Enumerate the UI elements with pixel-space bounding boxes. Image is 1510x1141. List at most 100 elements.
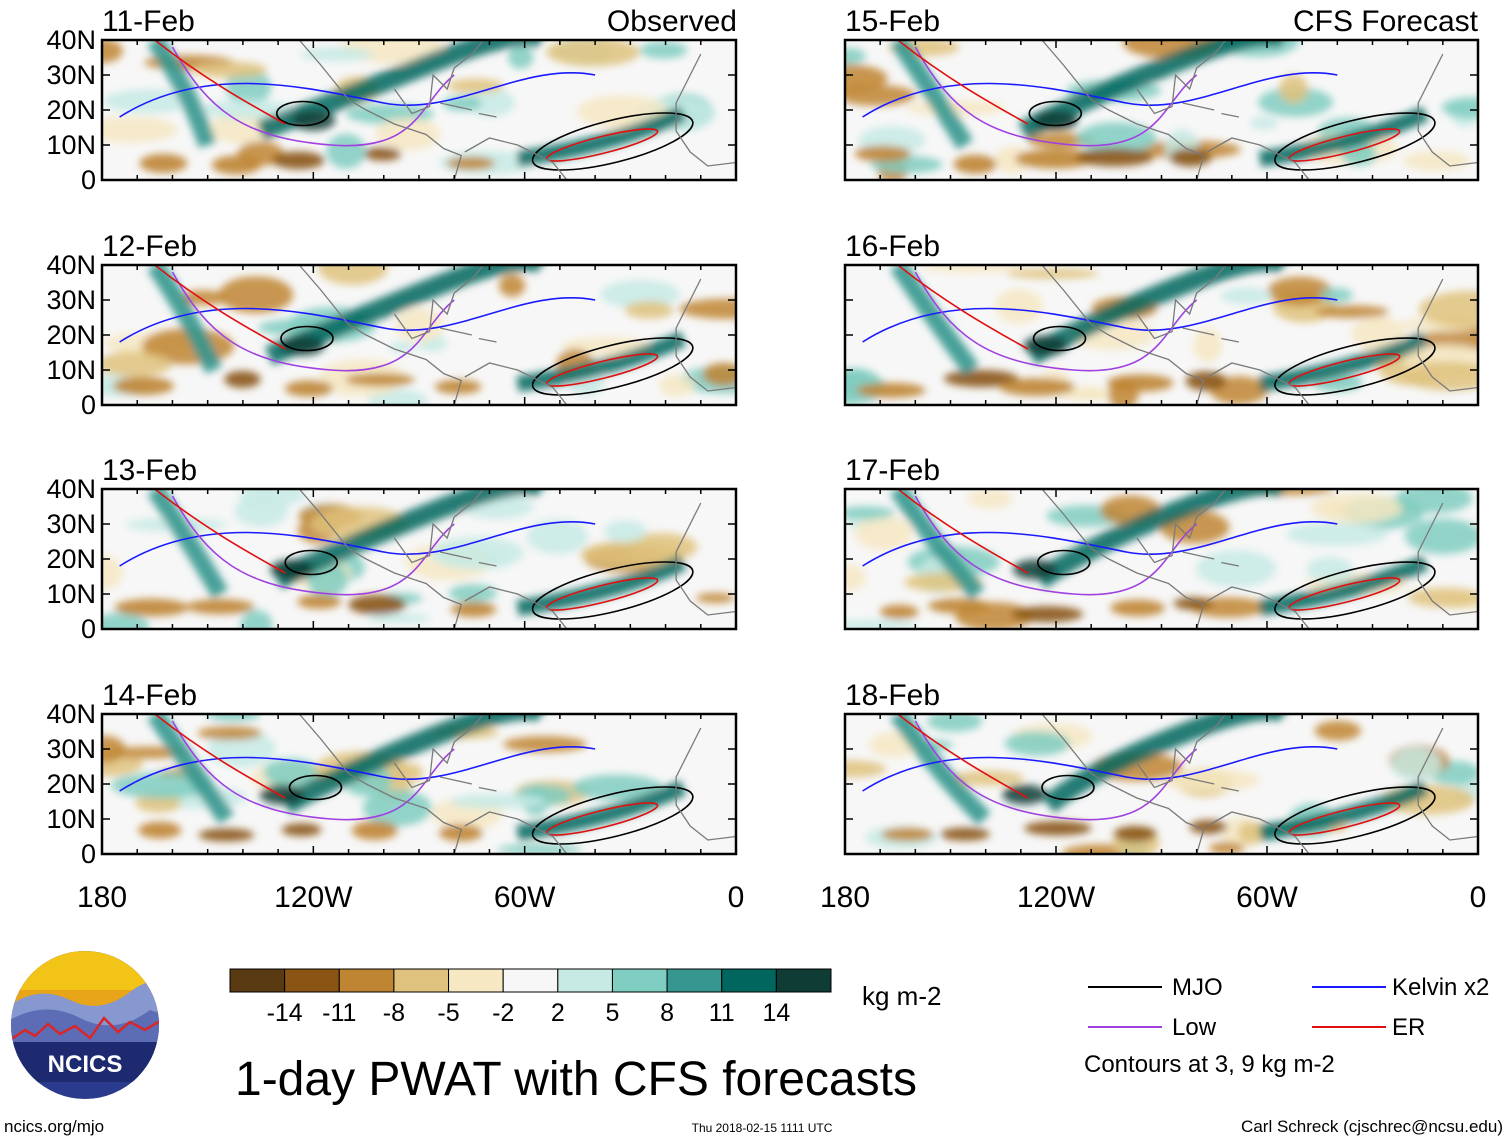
colorbar-swatch: [284, 968, 340, 993]
footer-author: Carl Schreck (cjschrec@ncsu.edu): [1241, 1117, 1503, 1136]
lat-label: 40N: [46, 699, 96, 729]
map-panel: 17-Feb: [843, 454, 1480, 631]
map-panel: 40N 30N 20N 10N 0 13-Feb: [46, 454, 738, 644]
coastlines: [1041, 40, 1478, 180]
colorbar-swatch: [393, 968, 450, 993]
coastlines: [1041, 489, 1478, 629]
pwat-field: [102, 265, 736, 405]
lon-label: 60W: [494, 881, 556, 914]
lat-label: 30N: [46, 60, 96, 90]
map-panels: 40N30N20N10N011-Feb40N30N20N10N012-Feb40…: [46, 5, 1480, 869]
lat-label: 10N: [46, 130, 96, 160]
lon-label: 0: [728, 881, 745, 914]
observed-header: Observed: [607, 5, 737, 38]
colorbar-swatch: [666, 968, 723, 993]
colorbar-swatch: [721, 968, 777, 993]
colorbar-swatch: [611, 968, 668, 993]
lon-label: 180: [820, 881, 870, 914]
panel-date: 15-Feb: [845, 5, 940, 38]
lat-label: 0: [81, 839, 96, 869]
colorbar-tick-label: 11: [709, 999, 735, 1027]
lat-label: 30N: [46, 509, 96, 539]
logo-text: NCICS: [48, 1051, 123, 1078]
contour-legend: MJO Kelvin x2 Low ER Contours at 3, 9 kg…: [1084, 974, 1489, 1078]
wave-contours: [119, 40, 694, 171]
panel-date: 12-Feb: [102, 230, 197, 263]
map-panel: 40N 30N 20N 10N 0 12-Feb: [46, 230, 738, 420]
lat-label: 20N: [46, 95, 96, 125]
lat-label: 10N: [46, 355, 96, 385]
coastlines: [1041, 265, 1478, 405]
lat-label: 10N: [46, 804, 96, 834]
colorbar-swatch: [775, 968, 832, 993]
lat-label: 20N: [46, 769, 96, 799]
lon-label: 120W: [1017, 881, 1096, 914]
legend-label-mjo: MJO: [1172, 974, 1223, 1001]
pwat-field: [102, 489, 736, 629]
lon-label: 60W: [1236, 881, 1298, 914]
figure-title: 1-day PWAT with CFS forecasts: [235, 1053, 917, 1106]
lon-label: 180: [77, 881, 127, 914]
footer-timestamp: Thu 2018-02-15 1111 UTC: [692, 1121, 833, 1135]
coastlines: [1041, 714, 1478, 854]
colorbar-tick-label: 8: [660, 999, 674, 1027]
footer-url: ncics.org/mjo: [4, 1117, 104, 1136]
lat-label: 0: [81, 165, 96, 195]
lat-label: 30N: [46, 734, 96, 764]
colorbar-swatch: [557, 968, 613, 993]
lat-label: 20N: [46, 320, 96, 350]
colorbar-tick-label: -5: [437, 999, 459, 1027]
panel-date: 13-Feb: [102, 454, 197, 487]
coastlines: [298, 714, 736, 854]
colorbar-swatch: [502, 968, 559, 993]
legend-label-kelvin: Kelvin x2: [1392, 974, 1489, 1001]
colorbar-tick-label: 14: [762, 999, 790, 1027]
pwat-field: [845, 265, 1478, 405]
longitude-axis-labels: 180 120W 60W 0 180 120W 60W 0: [77, 881, 1486, 914]
colorbar-tick-label: 5: [606, 999, 620, 1027]
pwat-field: [102, 714, 736, 854]
panel-date: 11-Feb: [102, 5, 195, 38]
lat-label: 0: [81, 390, 96, 420]
colorbar-tick-label: -8: [383, 999, 405, 1027]
contour-note: Contours at 3, 9 kg m-2: [1084, 1051, 1335, 1078]
lat-label: 40N: [46, 474, 96, 504]
lat-label: 0: [81, 614, 96, 644]
colorbar-tick-label: -2: [492, 999, 514, 1027]
wave-contours: [119, 265, 694, 396]
lat-label: 40N: [46, 250, 96, 280]
colorbar-tick-label: -14: [267, 999, 303, 1027]
pwat-colorbar: -14 -11 -8 -5 -2 2 5 8 11 14: [229, 968, 832, 1027]
coastlines: [298, 40, 736, 180]
legend-label-low: Low: [1172, 1014, 1217, 1041]
wave-contours: [862, 265, 1436, 396]
pwat-field: [845, 489, 1478, 629]
wave-contours: [862, 40, 1436, 171]
colorbar-swatch: [448, 968, 504, 993]
pwat-field: [102, 40, 736, 180]
legend-label-er: ER: [1392, 1014, 1425, 1041]
lon-label: 120W: [274, 881, 353, 914]
forecast-header: CFS Forecast: [1293, 5, 1479, 38]
coastlines: [298, 265, 736, 405]
lat-label: 10N: [46, 579, 96, 609]
lat-label: 30N: [46, 285, 96, 315]
colorbar-units: kg m-2: [862, 981, 941, 1011]
map-panel: 18-Feb: [843, 679, 1480, 856]
map-panel: 16-Feb: [843, 230, 1480, 407]
lat-label: 40N: [46, 25, 96, 55]
ncics-logo: NCICS: [11, 951, 159, 1099]
colorbar-swatch: [338, 968, 395, 993]
coastlines: [298, 489, 736, 629]
map-panel: 15-Feb: [843, 5, 1480, 182]
colorbar-tick-label: -11: [322, 999, 356, 1027]
wave-contours: [862, 489, 1436, 620]
map-panel: 40N 30N 20N 10N 0 14-Feb: [46, 679, 738, 869]
lat-label: 20N: [46, 544, 96, 574]
wave-contours: [119, 714, 694, 845]
panel-date: 18-Feb: [845, 679, 940, 712]
pwat-field: [845, 40, 1478, 180]
map-panel: 40N 30N 20N 10N 0 11-Feb: [46, 5, 738, 195]
panel-date: 17-Feb: [845, 454, 940, 487]
